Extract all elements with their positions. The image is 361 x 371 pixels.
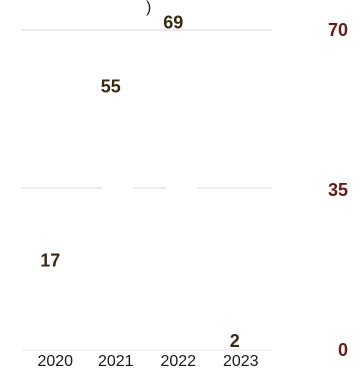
x-category-label-2023: 2023 bbox=[223, 353, 259, 370]
data-label-2021: 55 bbox=[101, 77, 121, 97]
clipped-title-fragment: ) bbox=[146, 0, 151, 16]
y-tick-label-70: 70 bbox=[328, 20, 348, 40]
data-label-2022: 69 bbox=[163, 13, 183, 33]
data-label-2020: 17 bbox=[40, 250, 60, 270]
gridlines bbox=[22, 29, 272, 351]
x-category-label-2022: 2022 bbox=[160, 353, 196, 370]
data-label-2023: 2 bbox=[230, 331, 240, 351]
x-category-label-2020: 2020 bbox=[37, 353, 73, 370]
y-tick-label-0: 0 bbox=[338, 340, 348, 360]
y-axis-tick-labels: 0 35 70 bbox=[328, 20, 348, 360]
x-category-label-2021: 2021 bbox=[98, 353, 134, 370]
x-axis-category-labels: 2020 2021 2022 2023 bbox=[37, 353, 258, 370]
y-tick-label-35: 35 bbox=[328, 180, 348, 200]
data-labels: 17 55 69 2 bbox=[40, 13, 240, 351]
